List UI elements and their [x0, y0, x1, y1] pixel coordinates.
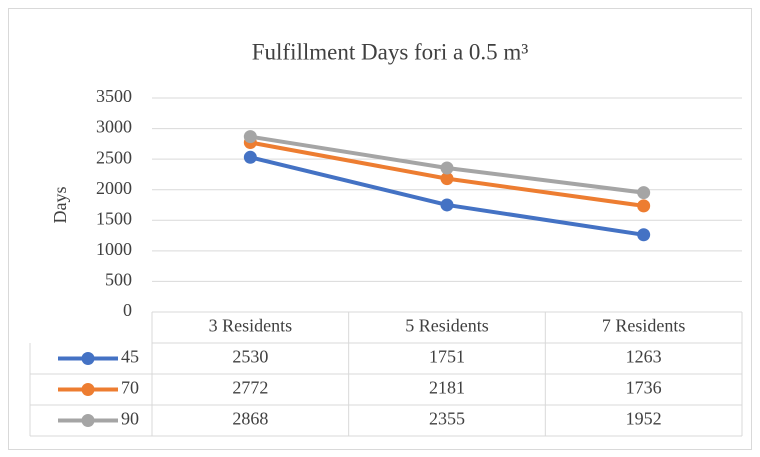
y-tick-label: 0	[123, 300, 132, 320]
legend-label: 45	[121, 347, 139, 367]
legend-marker	[81, 352, 95, 365]
table-value: 2355	[429, 409, 465, 429]
y-tick-label: 1000	[96, 239, 132, 259]
legend-label: 90	[121, 409, 139, 429]
y-tick-label: 2500	[96, 147, 132, 167]
x-tick-label: 7 Residents	[602, 316, 686, 336]
table-value: 1263	[626, 347, 662, 367]
y-axis-label: Days	[50, 187, 70, 224]
legend-marker	[81, 383, 95, 396]
y-tick-label: 500	[105, 270, 132, 290]
legend-marker	[81, 414, 95, 427]
point	[440, 161, 454, 175]
point	[637, 199, 651, 213]
point	[637, 186, 651, 200]
point	[440, 172, 454, 186]
y-tick-label: 3000	[96, 117, 132, 137]
table-value: 2530	[232, 347, 268, 367]
point	[243, 150, 257, 164]
chart-border	[8, 8, 752, 450]
table-value: 1736	[626, 378, 662, 398]
x-tick-label: 5 Residents	[405, 316, 489, 336]
table-value: 2868	[232, 409, 268, 429]
y-tick-label: 3500	[96, 86, 132, 106]
point	[440, 198, 454, 212]
table-value: 2181	[429, 378, 465, 398]
table-value: 2772	[232, 378, 268, 398]
table-value: 1751	[429, 347, 465, 367]
point	[243, 130, 257, 144]
y-tick-label: 1500	[96, 208, 132, 228]
legend-label: 70	[121, 378, 139, 398]
table-value: 1952	[626, 409, 662, 429]
x-tick-label: 3 Residents	[209, 316, 293, 336]
y-tick-label: 2000	[96, 178, 132, 198]
point	[637, 228, 651, 242]
chart-title: Fulfillment Days fori a 0.5 m³	[252, 39, 529, 64]
